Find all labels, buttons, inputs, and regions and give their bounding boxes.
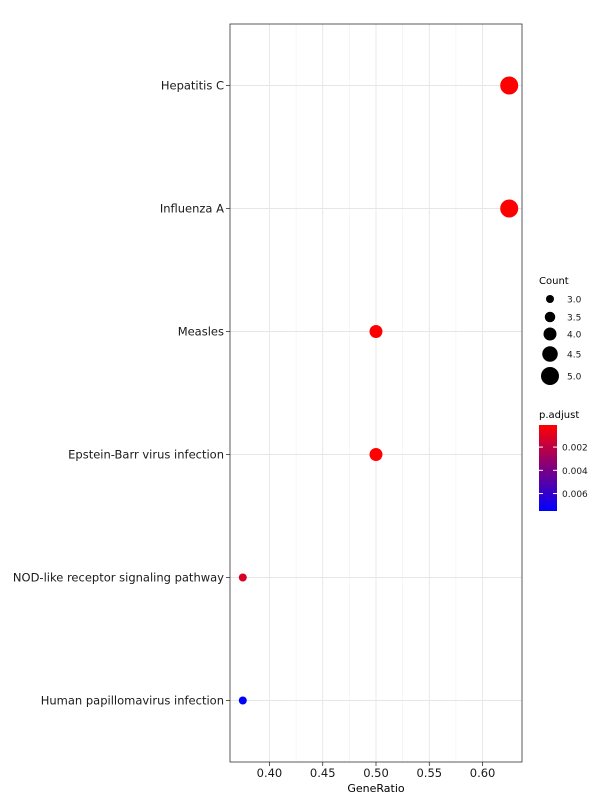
count-legend-label: 3.0: [567, 296, 582, 306]
data-points: [238, 76, 519, 705]
count-legend-key: [543, 327, 557, 341]
y-tick-label: NOD-like receptor signaling pathway: [13, 571, 224, 585]
count-legend-label: 5.0: [567, 373, 582, 383]
p-adjust-legend-label: 0.006: [562, 490, 588, 500]
data-point: [500, 76, 519, 95]
y-tick-label: Hepatitis C: [161, 79, 224, 93]
count-legend-title: Count: [539, 276, 569, 287]
x-tick-label: 0.55: [416, 766, 442, 780]
y-axis: Hepatitis C Influenza A Measles Epstein-Bar…: [13, 79, 230, 708]
p-adjust-colorbar: [539, 425, 557, 511]
data-point: [500, 199, 519, 218]
count-legend-key: [546, 295, 554, 303]
y-tick-label: Epstein-Barr virus infection: [68, 448, 224, 462]
y-tick-label: Measles: [178, 325, 224, 339]
count-legend-label: 4.5: [567, 351, 581, 361]
count-legend-label: 3.5: [567, 314, 581, 324]
x-tick-label: 0.50: [363, 766, 389, 780]
p-adjust-legend: p.adjust 0.002 0.004 0.006: [539, 410, 588, 511]
x-axis-title: GeneRatio: [347, 782, 405, 795]
x-tick-label: 0.60: [470, 766, 496, 780]
p-adjust-legend-title: p.adjust: [539, 410, 579, 421]
p-adjust-legend-label: 0.004: [562, 467, 588, 477]
x-axis: 0.40 0.45 0.50 0.55 0.60: [257, 762, 496, 780]
y-tick-label: Influenza A: [160, 202, 224, 216]
count-legend-key: [544, 311, 556, 323]
x-tick-label: 0.45: [310, 766, 336, 780]
p-adjust-legend-label: 0.002: [562, 444, 588, 454]
data-point: [238, 573, 247, 582]
count-legend-key: [541, 367, 559, 385]
count-legend-key: [542, 346, 558, 362]
data-point: [238, 696, 247, 705]
x-tick-label: 0.40: [257, 766, 283, 780]
count-legend: Count 3.0 3.5 4.0 4.5 5.0: [539, 276, 582, 385]
data-point: [369, 325, 383, 338]
data-point: [369, 448, 383, 461]
y-tick-label: Human papillomavirus infection: [41, 694, 224, 708]
count-legend-label: 4.0: [567, 331, 582, 341]
